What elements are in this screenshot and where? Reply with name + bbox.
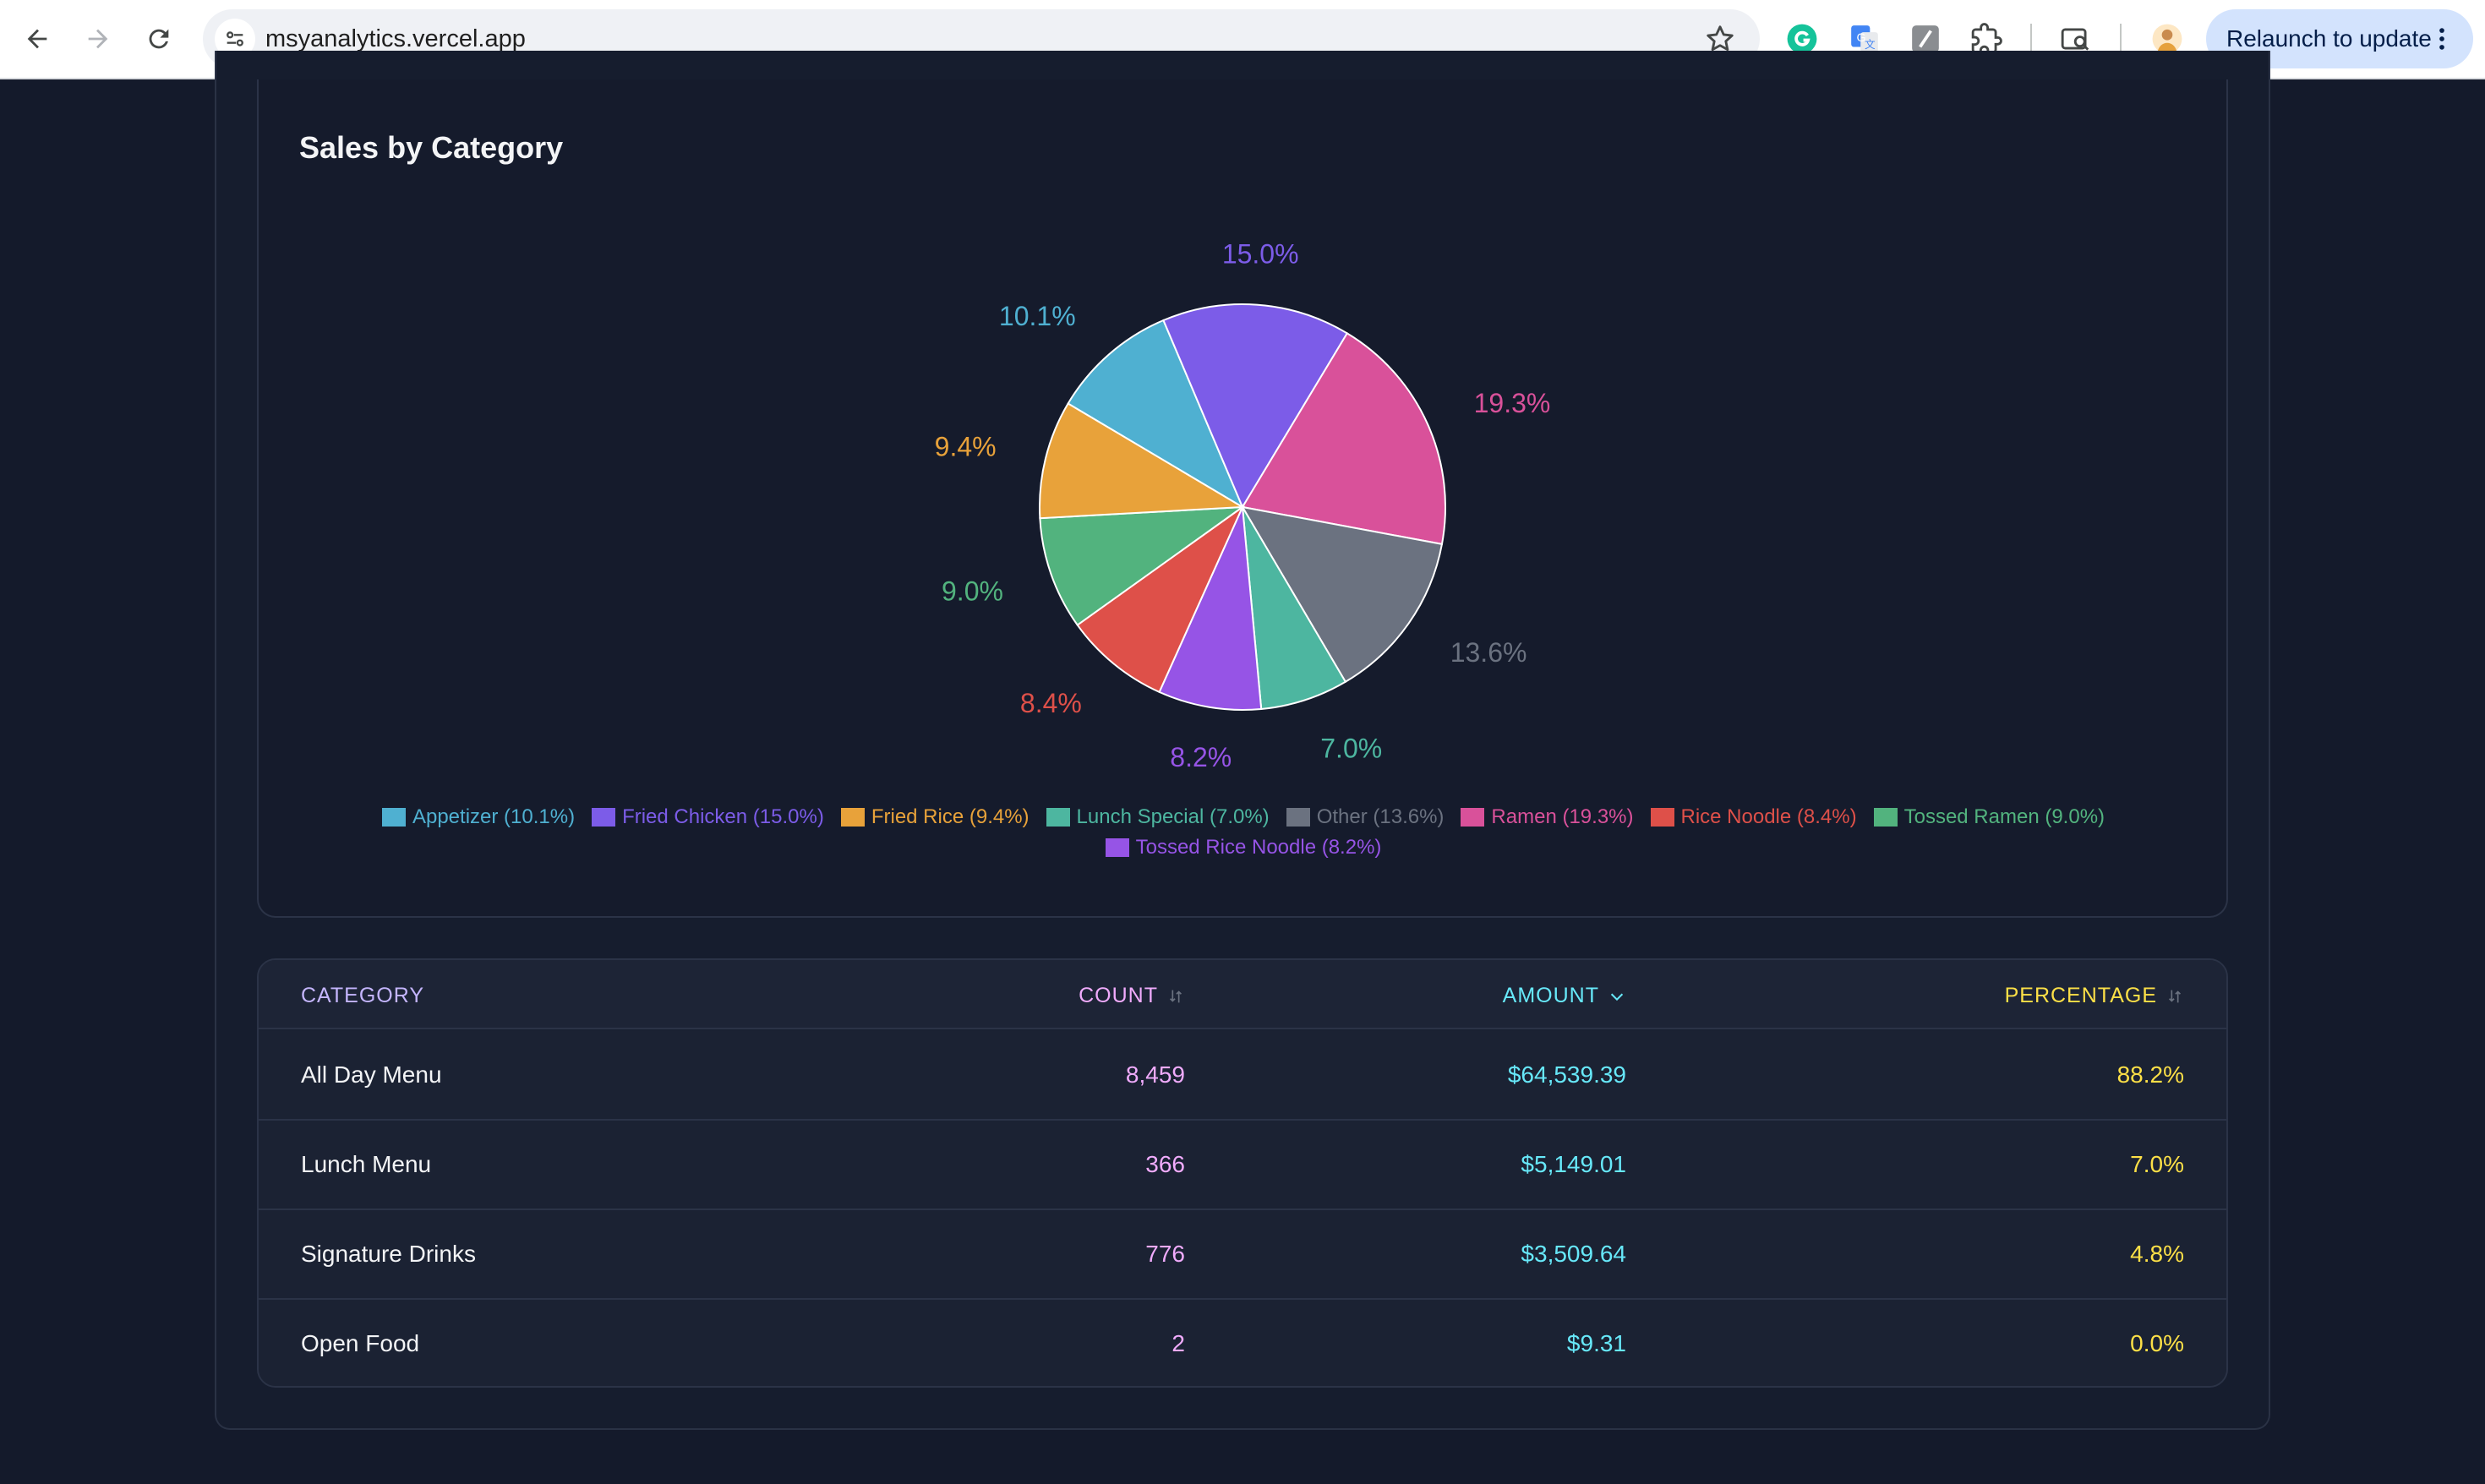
legend-item-other[interactable]: Other (13.6%) xyxy=(1286,805,1445,828)
legend-swatch xyxy=(381,808,406,827)
table-row[interactable]: Open Food 2 $9.31 0.0% xyxy=(259,1300,2226,1386)
sort-neutral-icon xyxy=(1169,990,1182,1002)
cell-amount: $3,509.64 xyxy=(1521,1241,1626,1267)
cell-category: All Day Menu xyxy=(301,1061,442,1088)
slice-percent-label: 8.2% xyxy=(1170,742,1232,772)
legend-item-lunch-special[interactable]: Lunch Special (7.0%) xyxy=(1046,805,1270,828)
chart-title: Sales by Category xyxy=(299,130,564,165)
slice-percent-label: 9.0% xyxy=(942,576,1003,606)
pie-slice-fried-rice[interactable] xyxy=(1038,402,1246,520)
pie-slice-ramen[interactable] xyxy=(1241,332,1446,546)
table-row[interactable]: Signature Drinks 776 $3,509.64 4.8% xyxy=(259,1210,2226,1300)
legend-swatch xyxy=(1286,808,1310,827)
svg-text:文: 文 xyxy=(1865,39,1876,51)
legend-item-rice-noodle[interactable]: Rice Noodle (8.4%) xyxy=(1650,805,1857,828)
pie-slice-tossed-ramen[interactable] xyxy=(1039,505,1246,626)
slice-percent-label: 8.4% xyxy=(1020,688,1082,718)
cell-percentage: 4.8% xyxy=(2130,1241,2184,1267)
slice-percent-label: 7.0% xyxy=(1320,733,1382,763)
cell-percentage: 0.0% xyxy=(2130,1330,2184,1356)
bookmark-star-icon[interactable] xyxy=(1704,23,1736,55)
header-category[interactable]: CATEGORY xyxy=(301,984,424,1008)
slice-percent-label: 9.4% xyxy=(935,432,997,462)
legend-swatch xyxy=(840,808,865,827)
legend-swatch xyxy=(1650,808,1674,827)
header-amount-label: AMOUNT xyxy=(1502,984,1599,1007)
header-category-label: CATEGORY xyxy=(301,984,424,1007)
legend-swatch xyxy=(1873,808,1898,827)
legend-item-fried-rice[interactable]: Fried Rice (9.4%) xyxy=(840,805,1030,828)
legend-swatch xyxy=(1461,808,1485,827)
cell-count: 2 xyxy=(1172,1330,1185,1356)
cell-category: Open Food xyxy=(301,1330,420,1356)
legend-label: Tossed Ramen (9.0%) xyxy=(1903,805,2105,828)
legend-label: Appetizer (10.1%) xyxy=(412,805,576,828)
back-button[interactable] xyxy=(14,15,61,63)
legend-item-appetizer[interactable]: Appetizer (10.1%) xyxy=(381,805,576,828)
pie-slice-tossed-rice-noodle[interactable] xyxy=(1158,504,1263,711)
slice-percent-label: 15.0% xyxy=(1222,239,1299,270)
relaunch-label: Relaunch to update xyxy=(2226,25,2432,52)
forward-arrow-icon xyxy=(88,29,108,49)
header-percentage-label: PERCENTAGE xyxy=(2004,984,2157,1007)
url-text[interactable]: msyanalytics.vercel.app xyxy=(265,25,526,52)
slice-percent-label: 19.3% xyxy=(1474,388,1551,418)
header-count-label: COUNT xyxy=(1079,984,1158,1007)
pie-slice-appetizer[interactable] xyxy=(1067,319,1245,510)
legend-label: Fried Rice (9.4%) xyxy=(871,805,1030,828)
cell-amount: $64,539.39 xyxy=(1507,1061,1626,1088)
tab-search-icon[interactable] xyxy=(2056,19,2096,59)
cell-percentage: 88.2% xyxy=(2116,1061,2184,1088)
legend-label: Tossed Rice Noodle (8.2%) xyxy=(1135,836,1382,859)
legend-label: Ramen (19.3%) xyxy=(1491,805,1634,828)
legend-label: Rice Noodle (8.4%) xyxy=(1680,805,1857,828)
back-arrow-icon xyxy=(27,29,47,49)
legend-item-fried-chicken[interactable]: Fried Chicken (15.0%) xyxy=(592,805,824,828)
legend-label: Fried Chicken (15.0%) xyxy=(622,805,824,828)
cell-percentage: 7.0% xyxy=(2130,1151,2184,1177)
more-options-icon[interactable] xyxy=(2428,25,2456,53)
legend-item-tossed-ramen[interactable]: Tossed Ramen (9.0%) xyxy=(1873,805,2105,828)
legend-swatch xyxy=(1046,808,1070,827)
slice-percent-label: 13.6% xyxy=(1450,637,1527,668)
grammarly-extension-icon[interactable] xyxy=(1782,19,1822,59)
legend-label: Lunch Special (7.0%) xyxy=(1076,805,1270,828)
sort-neutral-icon xyxy=(2168,990,2182,1002)
slice-percent-label: 10.1% xyxy=(999,301,1076,331)
legend-item-tossed-rice-noodle[interactable]: Tossed Rice Noodle (8.2%) xyxy=(1105,836,1382,859)
forward-button[interactable] xyxy=(74,15,122,63)
legend-label: Other (13.6%) xyxy=(1316,805,1445,828)
pie-slice-fried-chicken[interactable] xyxy=(1162,303,1349,510)
cell-amount: $5,149.01 xyxy=(1521,1151,1626,1177)
table-row[interactable]: All Day Menu 8,459 $64,539.39 88.2% xyxy=(259,1031,2226,1121)
legend-swatch xyxy=(1105,838,1129,857)
cell-category: Signature Drinks xyxy=(301,1241,476,1267)
chart-legend: Appetizer (10.1%) Fried Chicken (15.0%) Fr… xyxy=(287,805,2199,859)
legend-item-ramen[interactable]: Ramen (19.3%) xyxy=(1461,805,1634,828)
header-percentage[interactable]: PERCENTAGE xyxy=(2005,984,2184,1008)
sort-descending-icon xyxy=(1610,993,1624,1001)
cell-count: 366 xyxy=(1145,1151,1185,1177)
category-table: CATEGORY COUNT AMOUNT PERCENTAGE All Day… xyxy=(257,958,2228,1388)
pie-slice-other[interactable] xyxy=(1241,505,1444,684)
cell-count: 776 xyxy=(1145,1241,1185,1267)
cell-amount: $9.31 xyxy=(1566,1330,1626,1356)
extensions-puzzle-icon[interactable] xyxy=(1966,19,2007,59)
slash-extension-icon[interactable] xyxy=(1905,19,1946,59)
pie-slice-lunch-special[interactable] xyxy=(1242,506,1347,711)
legend-swatch xyxy=(592,808,616,827)
table-row[interactable]: Lunch Menu 366 $5,149.01 7.0% xyxy=(259,1121,2226,1210)
profile-avatar-icon[interactable] xyxy=(2147,19,2187,59)
cell-count: 8,459 xyxy=(1125,1061,1185,1088)
header-count[interactable]: COUNT xyxy=(1079,984,1185,1008)
toolbar-divider xyxy=(2120,24,2122,54)
table-header: CATEGORY COUNT AMOUNT PERCENTAGE xyxy=(259,960,2226,1029)
cell-category: Lunch Menu xyxy=(301,1151,432,1177)
header-amount[interactable]: AMOUNT xyxy=(1503,984,1626,1008)
svg-text:G: G xyxy=(1857,31,1866,45)
pie-slice-rice-noodle[interactable] xyxy=(1076,505,1245,694)
toolbar-divider xyxy=(2030,24,2032,54)
